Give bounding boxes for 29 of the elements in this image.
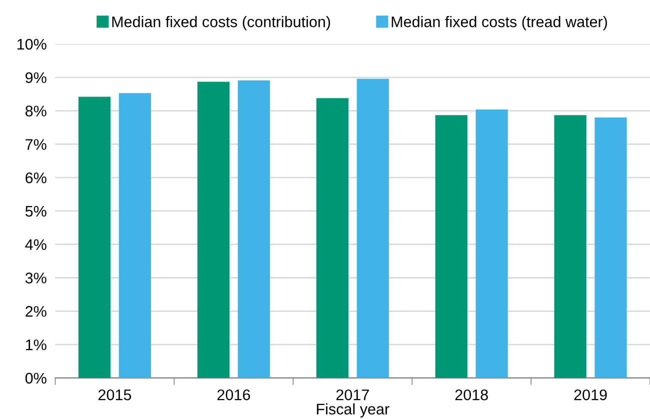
bar	[78, 96, 111, 378]
bar	[476, 109, 508, 378]
bar	[356, 78, 389, 378]
y-tick-label: 2%	[26, 306, 46, 317]
bar	[316, 98, 348, 378]
x-tick-label: 2016	[217, 389, 250, 400]
bar	[554, 115, 586, 378]
y-tick-label: 10%	[18, 38, 46, 50]
x-axis-title: Fiscal year	[316, 403, 390, 418]
bar	[594, 117, 627, 378]
bar	[238, 80, 270, 378]
y-tick-label: 3%	[25, 272, 46, 284]
x-tick-label: 2015	[98, 389, 132, 400]
y-tick-label: 1%	[26, 339, 46, 350]
y-tick-label: 8%	[26, 106, 46, 116]
legend-label: Median fixed costs (tread water)	[392, 16, 607, 30]
legend-label: Median fixed costs (contribution)	[112, 16, 330, 30]
x-tick-label: 2019	[574, 389, 607, 400]
y-tick-label: 7%	[26, 139, 46, 150]
y-tick-label: 0%	[25, 372, 46, 384]
bar	[118, 93, 152, 378]
bar	[435, 115, 468, 378]
y-tick-label: 9%	[26, 72, 46, 84]
y-tick-label: 4%	[25, 239, 46, 250]
x-tick-label: 2018	[455, 389, 488, 400]
y-tick-label: 6%	[26, 172, 46, 184]
bar	[197, 82, 230, 378]
x-tick-label: 2017	[336, 389, 369, 400]
y-tick-label: 5%	[25, 206, 46, 217]
